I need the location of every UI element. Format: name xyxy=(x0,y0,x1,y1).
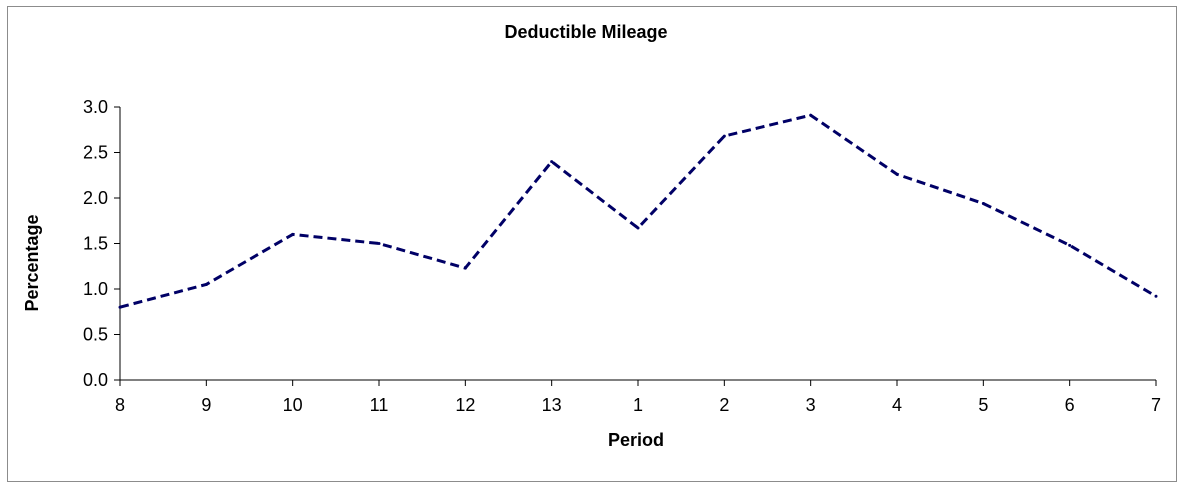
y-tick-label: 1.0 xyxy=(83,279,108,299)
data-point xyxy=(981,201,985,205)
data-point xyxy=(291,232,295,236)
x-axis-title: Period xyxy=(608,430,664,450)
data-point xyxy=(118,305,122,309)
data-point xyxy=(204,282,208,286)
y-tick-label: 3.0 xyxy=(83,97,108,117)
x-tick-label: 9 xyxy=(201,395,211,415)
x-tick-label: 8 xyxy=(115,395,125,415)
x-ticks: 8 9 10 11 12 13 1 2 3 4 5 6 7 xyxy=(115,380,1161,415)
y-tick-label: 0.5 xyxy=(83,325,108,345)
data-point xyxy=(550,160,554,164)
data-point xyxy=(636,226,640,230)
y-tick-label: 2.0 xyxy=(83,188,108,208)
chart-frame xyxy=(7,6,1177,482)
x-tick-label: 2 xyxy=(719,395,729,415)
y-ticks: 0.0 0.5 1.0 1.5 2.0 2.5 3.0 xyxy=(83,97,120,390)
series-line xyxy=(119,113,1157,309)
data-point xyxy=(377,242,381,245)
data-point xyxy=(1154,294,1158,298)
x-tick-label: 12 xyxy=(455,395,475,415)
x-tick-label: 5 xyxy=(978,395,988,415)
x-tick-label: 3 xyxy=(806,395,816,415)
series-points xyxy=(118,113,1158,309)
chart-title: Deductible Mileage xyxy=(504,22,667,42)
data-point xyxy=(895,172,899,176)
y-axis-title: Percentage xyxy=(22,214,42,311)
data-point xyxy=(463,266,467,270)
y-tick-label: 2.5 xyxy=(83,143,108,163)
y-tick-label: 0.0 xyxy=(83,370,108,390)
x-tick-label: 7 xyxy=(1151,395,1161,415)
x-tick-label: 4 xyxy=(892,395,902,415)
data-point xyxy=(1068,243,1072,247)
x-tick-label: 13 xyxy=(542,395,562,415)
data-point xyxy=(722,134,726,138)
data-point xyxy=(809,113,813,117)
x-tick-label: 1 xyxy=(633,395,643,415)
x-tick-label: 10 xyxy=(283,395,303,415)
y-tick-label: 1.5 xyxy=(83,234,108,254)
x-tick-label: 11 xyxy=(370,395,389,415)
x-tick-label: 6 xyxy=(1065,395,1075,415)
